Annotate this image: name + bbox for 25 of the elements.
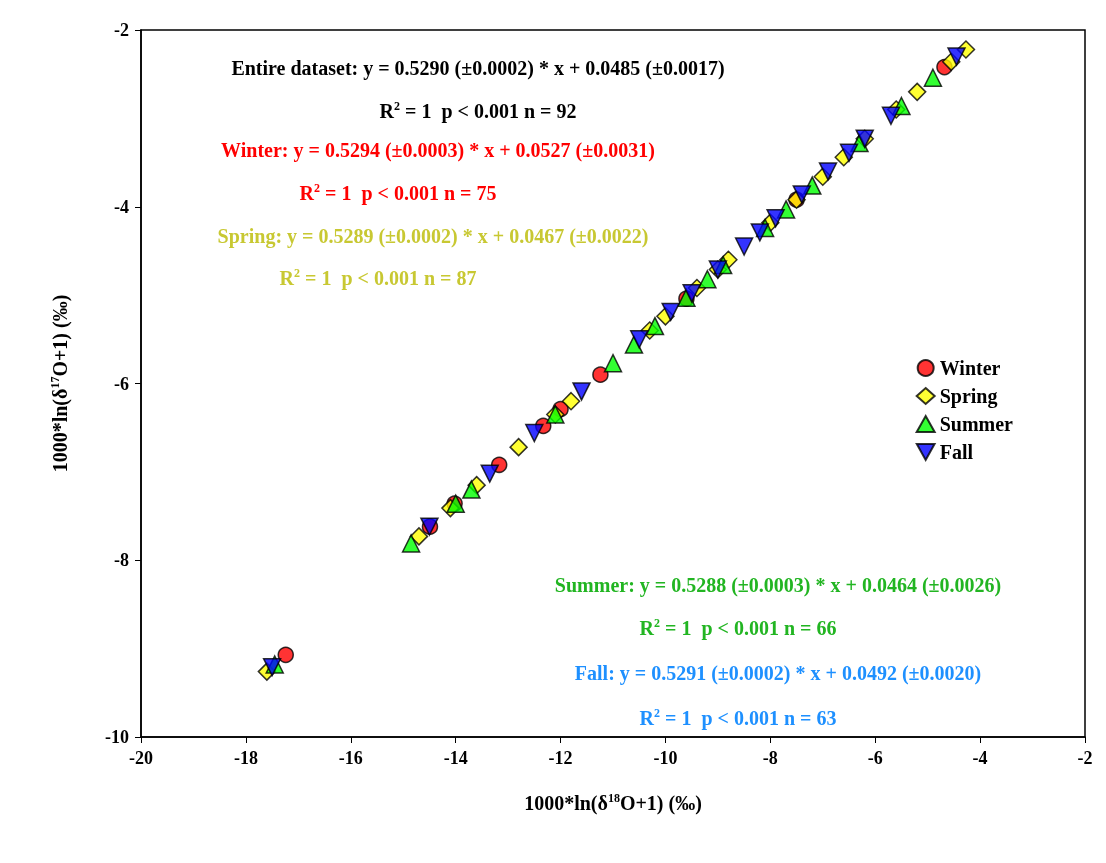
x-tick-label: -16 [338, 748, 363, 768]
annotation: Winter: y = 0.5294 (±0.0003) * x + 0.0527 (±0.0031) [221, 139, 655, 162]
annotation: Spring: y = 0.5289 (±0.0002) * x + 0.0467 (±0.0022) [217, 225, 649, 248]
annotation: Summer: y = 0.5288 (±0.0003) * x + 0.0464 (±0.0026) [554, 574, 1002, 597]
annotation: Entire dataset: y = 0.5290 (±0.0002) * x + 0.0485 (±0.0017) [231, 57, 725, 80]
y-axis-title: 1000*ln(δ17O+1) (‰) [48, 294, 72, 473]
legend-label: Winter [939, 357, 1001, 379]
x-tick-label: -2 [1077, 748, 1093, 768]
x-tick-label: -12 [548, 748, 573, 768]
x-tick-label: -6 [867, 748, 883, 768]
legend-label: Fall [939, 441, 974, 463]
y-tick-label: -6 [114, 373, 129, 394]
y-tick-label: -8 [114, 550, 129, 571]
y-tick-label: -10 [105, 727, 129, 747]
x-tick-label: -10 [653, 748, 678, 768]
x-tick-label: -14 [443, 748, 468, 768]
y-tick-label: -2 [114, 20, 129, 40]
x-tick-label: -4 [972, 748, 988, 768]
x-tick-label: -18 [233, 748, 258, 768]
y-tick-label: -4 [114, 196, 129, 217]
legend-label: Spring [939, 385, 998, 408]
x-tick-label: -8 [762, 748, 778, 768]
x-tick-label: -20 [129, 748, 153, 768]
legend-label: Summer [939, 413, 1014, 435]
annotation: Fall: y = 0.5291 (±0.0002) * x + 0.0492 (±0.0020) [574, 662, 982, 685]
